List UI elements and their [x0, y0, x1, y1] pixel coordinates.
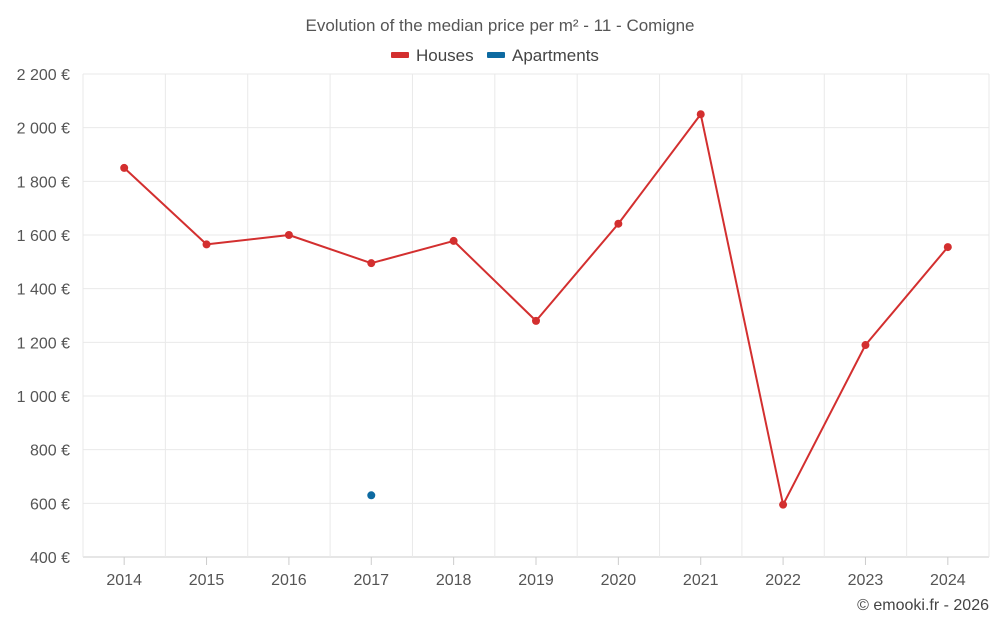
legend-item-houses[interactable]: Houses: [391, 46, 474, 65]
legend-label-houses: Houses: [416, 46, 474, 65]
data-point-houses[interactable]: [696, 110, 705, 119]
y-axis: 400 € 600 € 800 € 1 000 € 1 200 € 1 400 € 1 60…: [17, 67, 70, 567]
data-point-apartments[interactable]: [367, 491, 376, 500]
data-point-houses[interactable]: [202, 240, 211, 249]
data-point-houses[interactable]: [367, 259, 376, 268]
x-tick-label: 2023: [848, 572, 884, 589]
x-tick-label: 2019: [518, 572, 554, 589]
y-tick-label: 1 000 €: [17, 389, 70, 406]
x-tick-label: 2015: [189, 572, 225, 589]
x-tick-label: 2021: [683, 572, 719, 589]
y-tick-label: 400 €: [30, 550, 70, 567]
y-tick-label: 600 €: [30, 496, 70, 513]
data-point-houses[interactable]: [614, 219, 623, 228]
x-axis: 2014 2015 2016 2017 2018 2019 2020 2021 2022 2023…: [106, 557, 966, 589]
data-point-houses[interactable]: [449, 236, 458, 245]
y-tick-label: 2 000 €: [17, 121, 70, 138]
x-tick-label: 2018: [436, 572, 472, 589]
x-tick-label: 2016: [271, 572, 307, 589]
x-tick-label: 2017: [353, 572, 389, 589]
x-tick-label: 2020: [601, 572, 637, 589]
data-point-houses[interactable]: [943, 243, 952, 252]
y-tick-label: 1 800 €: [17, 174, 70, 191]
y-tick-label: 1 200 €: [17, 335, 70, 352]
y-tick-label: 1 400 €: [17, 282, 70, 299]
legend-label-apartments: Apartments: [512, 46, 599, 65]
y-tick-label: 2 200 €: [17, 67, 70, 84]
x-tick-label: 2024: [930, 572, 966, 589]
legend-swatch-apartments: [487, 52, 505, 58]
legend-item-apartments[interactable]: Apartments: [487, 46, 599, 65]
credit-text: © emooki.fr - 2026: [857, 597, 989, 614]
x-tick-label: 2022: [765, 572, 801, 589]
legend-swatch-houses: [391, 52, 409, 58]
data-point-houses[interactable]: [861, 341, 870, 350]
x-tick-label: 2014: [106, 572, 142, 589]
data-point-houses[interactable]: [120, 163, 129, 172]
grid: [82, 73, 990, 558]
legend: Houses Apartments: [391, 46, 599, 65]
series: [120, 110, 952, 509]
y-tick-label: 800 €: [30, 443, 70, 460]
y-tick-label: 1 600 €: [17, 228, 70, 245]
data-point-houses[interactable]: [532, 316, 540, 325]
data-point-houses[interactable]: [779, 500, 788, 509]
chart-title: Evolution of the median price per m² - 1…: [306, 16, 695, 35]
data-point-houses[interactable]: [284, 231, 293, 239]
